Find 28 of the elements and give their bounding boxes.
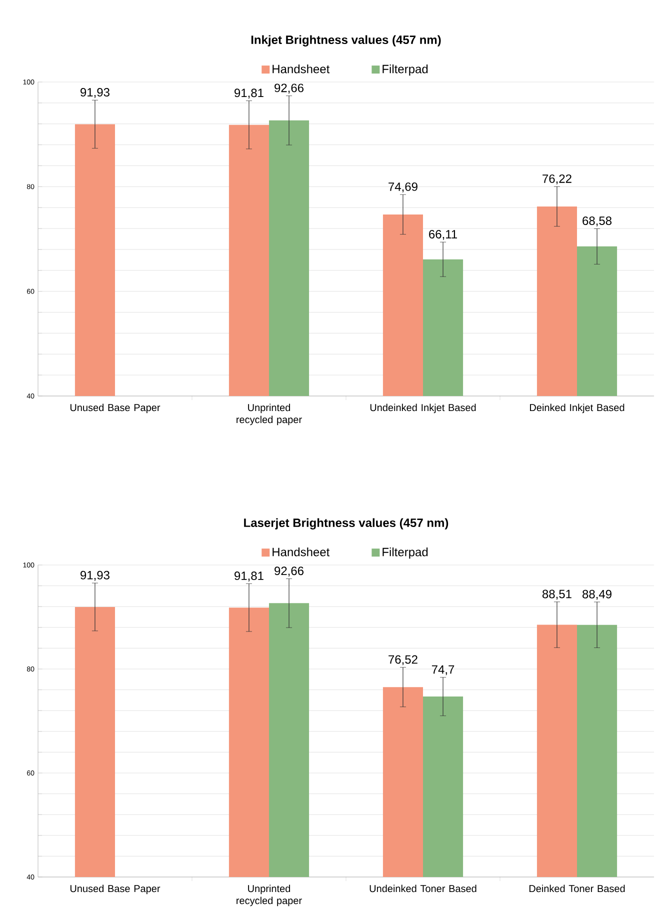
x-tick-label: Undeinked Toner Based [370,884,476,892]
x-tick-label: Unused Base Paper [70,404,160,414]
legend-label: Filterpad [382,64,428,76]
data-label: 91,93 [80,570,110,581]
x-tick-label: Unprinted recycled paper [236,404,302,426]
chart-title: Inkjet Brightness values (457 nm) [251,35,441,46]
data-label: 91,81 [234,572,264,582]
legend-label: Handsheet [272,64,330,74]
data-label: 74,69 [388,182,418,192]
data-label: 68,58 [582,216,612,226]
data-label: 91,81 [234,88,264,99]
data-label: 76,22 [542,174,572,184]
data-label: 74,7 [432,665,454,676]
legend-label: Filterpad [382,547,428,559]
data-label: 76,52 [388,655,418,666]
x-tick-label: Unprinted recycled paper [236,884,302,906]
data-label: 66,11 [429,230,457,240]
chart-title: Laserjet Brightness values (457 nm) [244,518,448,530]
x-tick-label: Deinked Toner Based [529,884,625,892]
legend-label: Handsheet [272,547,330,556]
x-tick-label: Undeinked Inkjet Based [370,404,476,414]
data-label: 92,66 [274,566,304,577]
data-label: 88,51 [542,590,572,600]
data-label: 88,49 [582,590,612,600]
data-label: 91,93 [80,88,110,98]
data-label: 92,66 [274,84,304,94]
x-tick-label: Unused Base Paper [70,884,160,894]
x-tick-label: Deinked Inkjet Based [530,404,624,414]
